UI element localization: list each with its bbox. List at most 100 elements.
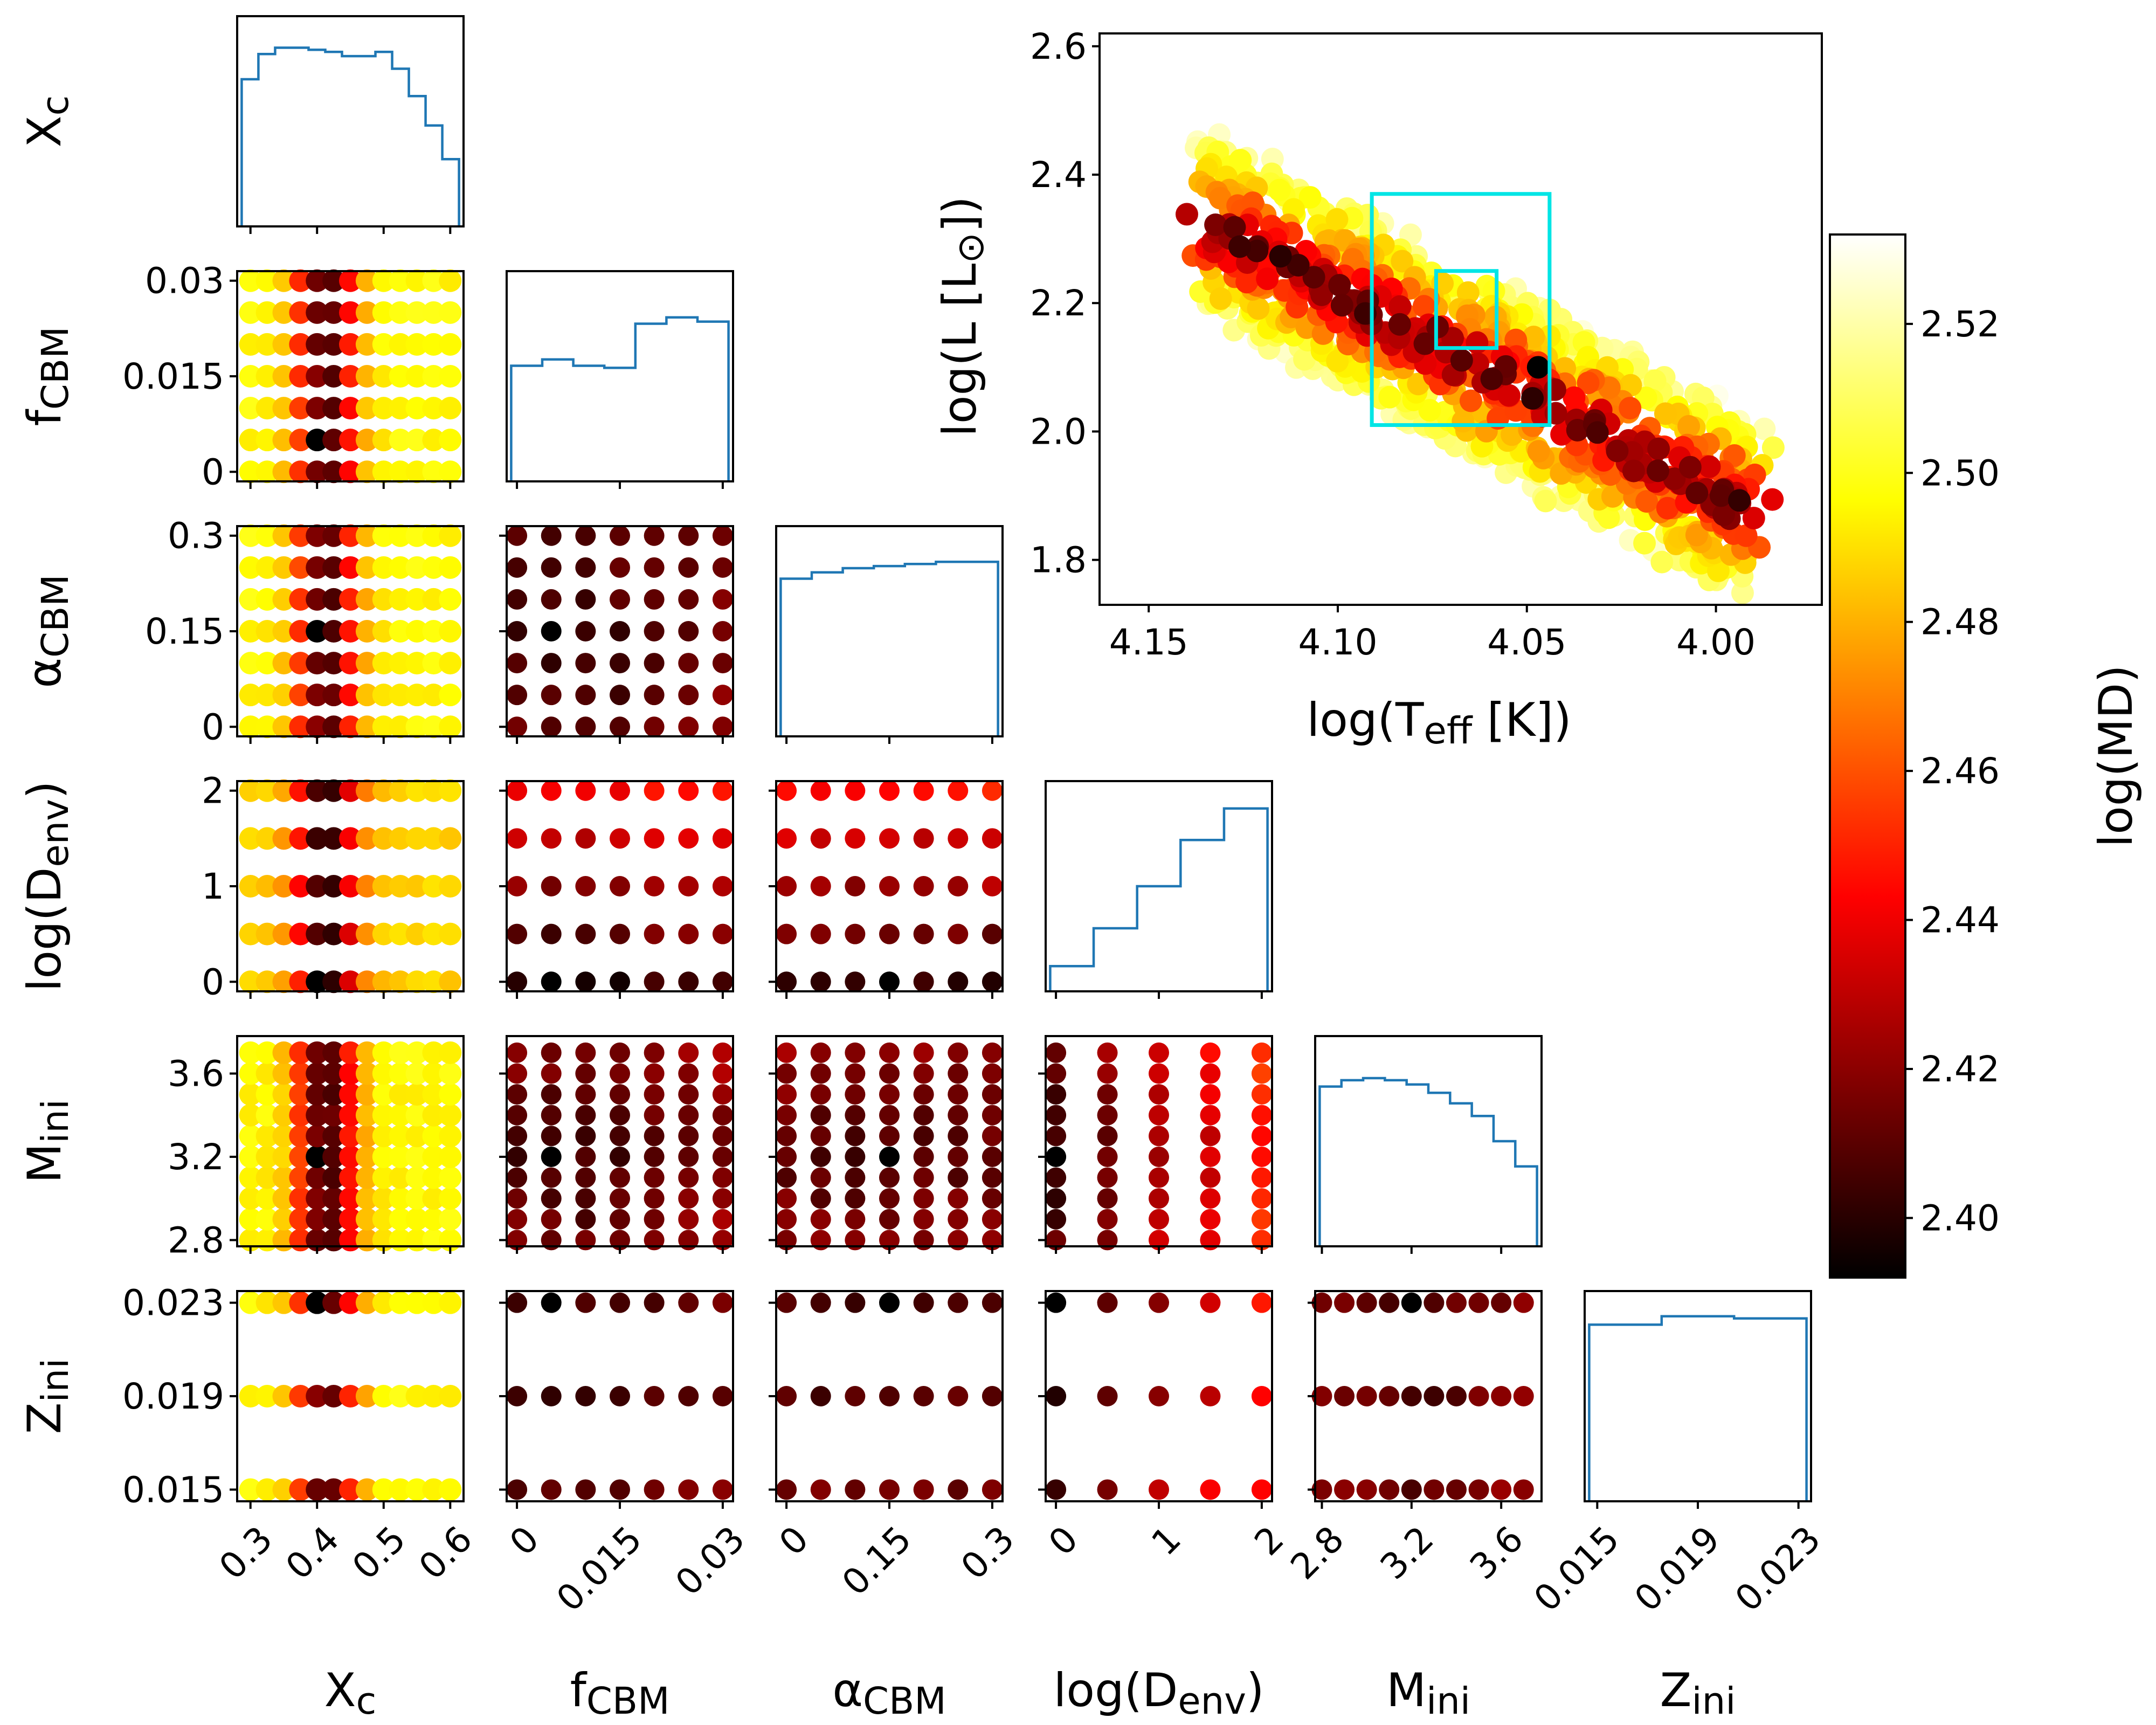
point-Xc-fCBM — [405, 397, 429, 420]
point-Xc-Denv — [355, 922, 378, 946]
panel-frame — [1314, 1035, 1543, 1247]
point-Xc-Denv — [405, 970, 429, 993]
point-Xc-aCBM — [405, 524, 429, 547]
point-Xc-fCBM — [339, 460, 362, 484]
point-fCBM-Mini — [678, 1042, 699, 1063]
point-Xc-aCBM — [239, 524, 262, 547]
point-fCBM-Mini — [644, 1146, 665, 1167]
point-Xc-fCBM — [255, 460, 279, 484]
hr-model-point — [1709, 484, 1732, 507]
point-fCBM-Mini — [575, 1146, 596, 1167]
row-label-Denv-part: env — [34, 799, 77, 867]
point-Xc-aCBM — [339, 715, 362, 739]
point-aCBM-Denv — [948, 923, 969, 944]
point-Xc-Mini — [355, 1145, 378, 1168]
point-Xc-fCBM — [422, 429, 445, 452]
point-Mini-Zini — [1491, 1386, 1512, 1406]
point-fCBM-Mini — [644, 1105, 665, 1126]
point-Xc-aCBM — [422, 556, 445, 579]
point-aCBM-Zini — [948, 1292, 969, 1313]
histogram-Mini — [1318, 1077, 1538, 1246]
point-Denv-Mini — [1200, 1063, 1221, 1084]
point-Xc-Denv — [389, 827, 412, 850]
point-Xc-Denv — [439, 875, 462, 898]
point-Xc-fCBM — [339, 333, 362, 356]
point-Xc-aCBM — [322, 556, 345, 579]
point-Denv-Zini — [1200, 1479, 1221, 1500]
row-label-Denv-part: ) — [18, 781, 72, 799]
point-aCBM-Mini — [845, 1126, 866, 1147]
y-tick-label-Zini: 0.015 — [122, 1469, 224, 1510]
hr-model-point — [1563, 386, 1586, 409]
hr-model-point — [1619, 397, 1642, 420]
point-Xc-fCBM — [355, 269, 378, 292]
point-Xc-aCBM — [289, 556, 312, 579]
point-Xc-Zini — [272, 1385, 295, 1407]
point-Denv-Mini — [1046, 1230, 1067, 1251]
point-Xc-Denv — [239, 779, 262, 802]
point-Xc-Denv — [422, 922, 445, 946]
point-fCBM-aCBM — [610, 685, 630, 706]
hr-model-point — [1223, 216, 1246, 239]
point-Xc-Denv — [239, 970, 262, 993]
point-aCBM-Mini — [948, 1126, 969, 1147]
point-aCBM-Mini — [845, 1042, 866, 1063]
point-Xc-aCBM — [239, 588, 262, 611]
hr-model-point — [1450, 349, 1473, 372]
point-aCBM-Mini — [948, 1042, 969, 1063]
point-aCBM-Zini — [948, 1479, 969, 1500]
point-aCBM-Mini — [845, 1146, 866, 1167]
point-Xc-fCBM — [405, 269, 429, 292]
hr-model-point — [1753, 417, 1776, 440]
point-Xc-Mini — [355, 1208, 378, 1231]
point-Denv-Mini — [1200, 1042, 1221, 1063]
point-Xc-Mini — [422, 1166, 445, 1189]
point-Xc-aCBM — [405, 620, 429, 643]
point-aCBM-Denv — [776, 971, 797, 992]
point-Denv-Mini — [1097, 1126, 1118, 1147]
point-Xc-Denv — [289, 779, 312, 802]
point-aCBM-Denv — [879, 971, 900, 992]
point-Xc-fCBM — [389, 460, 412, 484]
point-aCBM-Mini — [845, 1105, 866, 1126]
point-Xc-fCBM — [306, 269, 329, 292]
point-fCBM-Mini — [507, 1209, 528, 1230]
point-Xc-aCBM — [339, 684, 362, 707]
point-Xc-Mini — [389, 1145, 412, 1168]
point-Xc-fCBM — [405, 301, 429, 324]
point-Xc-Mini — [339, 1208, 362, 1231]
point-Xc-fCBM — [322, 429, 345, 452]
hr-model-point — [1606, 439, 1629, 463]
point-Xc-Denv — [439, 779, 462, 802]
point-fCBM-Denv — [575, 923, 596, 944]
hr-diagram-panel: 4.15 4.10 4.05 4.00 1.8 2.0 2.2 2.4 2.6 log(Teff … — [933, 26, 1823, 753]
point-fCBM-Mini — [712, 1167, 733, 1188]
point-aCBM-Mini — [776, 1105, 797, 1126]
point-fCBM-Zini — [644, 1386, 665, 1406]
point-Xc-aCBM — [272, 524, 295, 547]
point-Xc-aCBM — [322, 684, 345, 707]
hr-model-point — [1723, 444, 1746, 467]
y-tick-label-Mini: 2.8 — [168, 1219, 224, 1261]
point-aCBM-Zini — [879, 1479, 900, 1500]
point-Xc-aCBM — [289, 715, 312, 739]
point-aCBM-Mini — [982, 1209, 1003, 1230]
hr-model-point — [1418, 399, 1441, 422]
hr-model-point — [1678, 456, 1702, 479]
point-Denv-Mini — [1251, 1209, 1272, 1230]
point-aCBM-Denv — [776, 780, 797, 801]
point-fCBM-Mini — [610, 1105, 630, 1126]
column-label-Xc-part: X — [324, 1664, 356, 1717]
point-Xc-aCBM — [439, 684, 462, 707]
point-Xc-fCBM — [439, 301, 462, 324]
point-aCBM-Mini — [879, 1209, 900, 1230]
point-fCBM-Zini — [507, 1479, 528, 1500]
point-aCBM-Mini — [948, 1084, 969, 1105]
panel-aCBM-Zini: 0 0.15 0.3 — [769, 1290, 1022, 1604]
colorbar-fill — [1830, 234, 1905, 1278]
point-fCBM-aCBM — [678, 653, 699, 674]
point-Xc-aCBM — [289, 524, 312, 547]
point-aCBM-Mini — [913, 1146, 934, 1167]
point-Xc-fCBM — [272, 333, 295, 356]
point-Xc-Denv — [439, 922, 462, 946]
